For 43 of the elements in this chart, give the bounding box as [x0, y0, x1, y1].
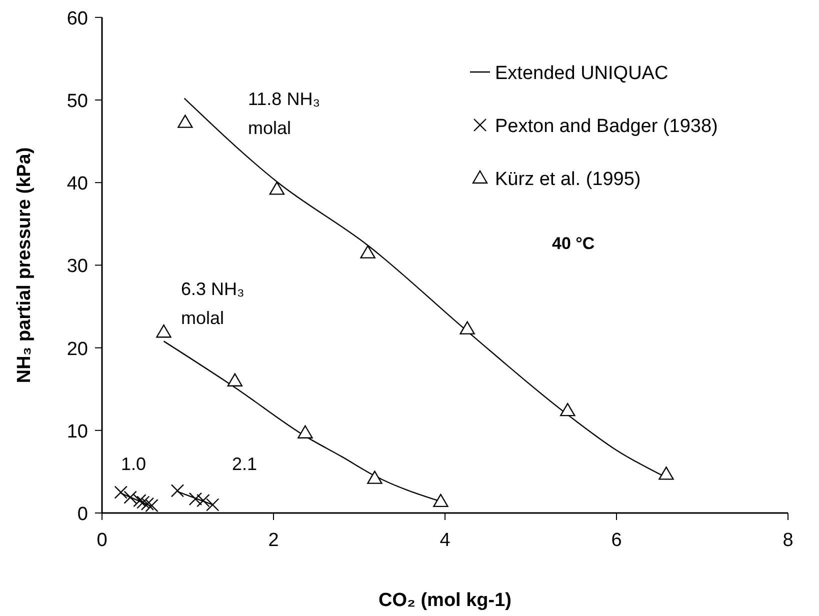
point	[114, 486, 128, 499]
point	[196, 494, 210, 508]
point	[133, 494, 146, 508]
point	[206, 498, 220, 512]
point	[156, 324, 172, 338]
annotation: 6.3 NH₃ molal	[181, 279, 244, 328]
annotation: 2.1	[232, 454, 258, 474]
annotation: 40 °C	[552, 234, 595, 253]
x-tick-label: 0	[96, 530, 108, 551]
point	[178, 114, 193, 128]
x-tick-label: 8	[782, 530, 794, 551]
point	[298, 425, 313, 438]
annotation: 11.8 NH₃ molal	[248, 89, 320, 138]
y-tick-label: 0	[77, 504, 88, 525]
point	[360, 245, 376, 258]
legend-label: Kürz et al. (1995)	[495, 169, 641, 190]
point	[227, 373, 243, 386]
x-tick-label: 2	[268, 530, 279, 551]
x-tick-label: 4	[440, 530, 451, 551]
point	[145, 498, 158, 512]
y-tick-label: 50	[66, 91, 88, 112]
point	[188, 492, 202, 506]
point	[433, 494, 448, 508]
point	[560, 402, 576, 416]
point	[658, 466, 674, 480]
point	[269, 182, 285, 195]
y-tick-label: 30	[66, 256, 88, 278]
x-tick-label: 6	[611, 530, 622, 551]
legend-label: Extended UNIQUAC	[495, 63, 668, 84]
x-axis-title: CO₂ (mol kg-1)	[378, 590, 512, 611]
y-axis-title: NH₃ partial pressure (kPa)	[14, 147, 35, 384]
point	[140, 497, 154, 511]
point	[170, 484, 184, 498]
point	[136, 496, 150, 509]
point	[367, 470, 382, 484]
y-tick-label: 10	[66, 421, 88, 442]
point	[460, 321, 475, 334]
point	[124, 490, 137, 504]
annotation: 1.0	[121, 454, 146, 474]
y-tick-label: 20	[66, 338, 88, 360]
y-tick-label: 40	[66, 174, 88, 195]
y-tick-label: 60	[66, 8, 88, 30]
legend-label: Pexton and Badger (1938)	[495, 116, 718, 137]
